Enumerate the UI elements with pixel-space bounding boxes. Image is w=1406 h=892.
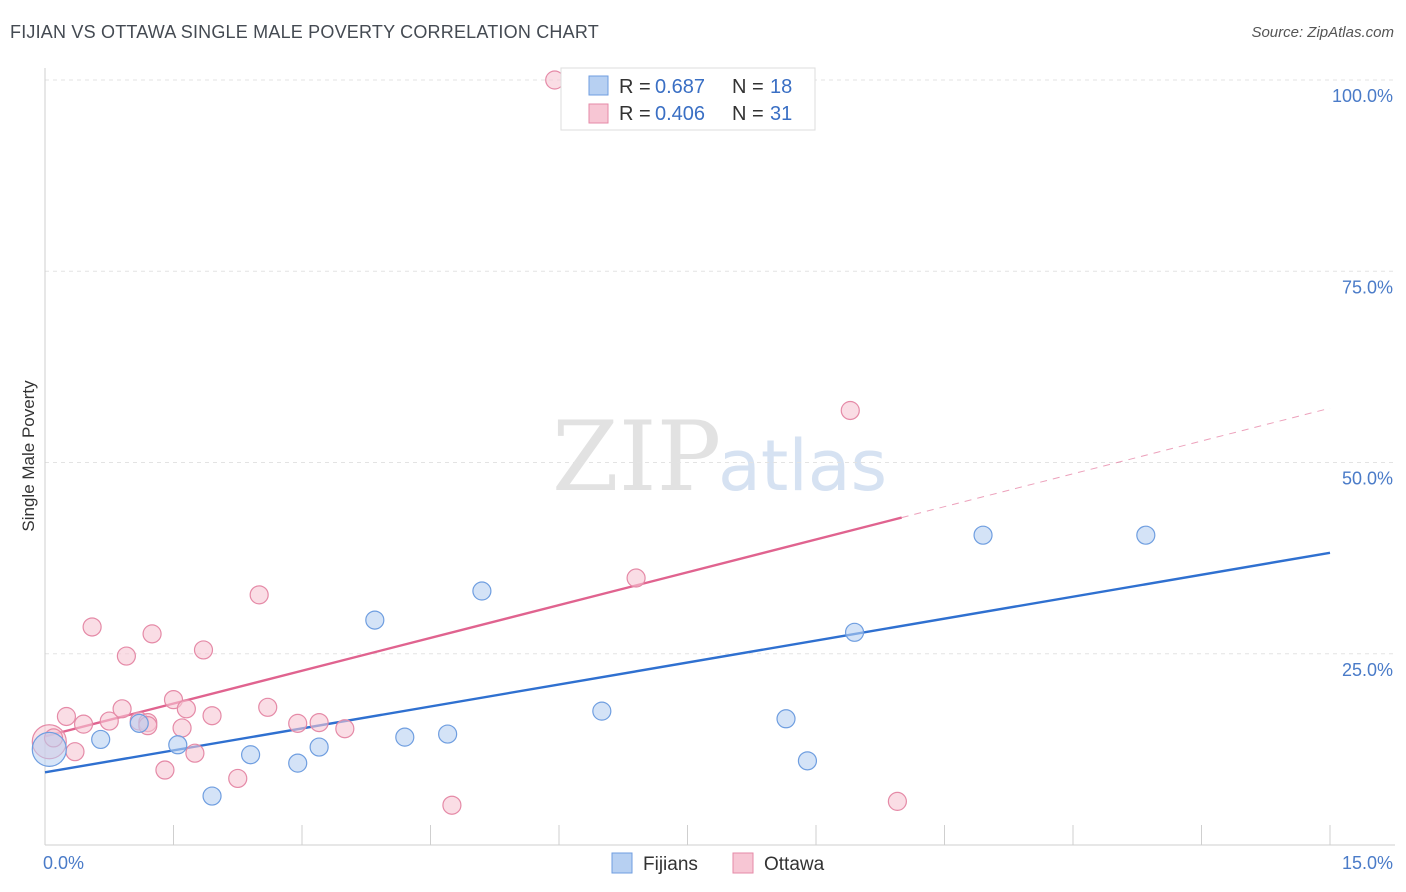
fijians-point — [797, 751, 818, 771]
watermark-zip: ZIP — [552, 401, 721, 513]
legend-r-label-ottawa: R = — [619, 103, 651, 125]
ottawa-point — [335, 719, 355, 739]
series-swatch-ottawa — [732, 852, 754, 874]
ottawa-point — [73, 714, 94, 734]
series-legend: Fijians Ottawa — [611, 852, 825, 875]
fijians-point — [1136, 525, 1156, 545]
ottawa-point — [65, 742, 85, 762]
ottawa-point — [193, 640, 214, 660]
ottawa-point — [840, 400, 860, 421]
fijians-point — [31, 731, 67, 767]
legend-swatch-ottawa — [588, 103, 609, 124]
y-tick-label-75: 75.0% — [1342, 277, 1393, 297]
watermark: ZIP atlas — [552, 401, 887, 513]
ottawa-point — [82, 617, 102, 637]
fijians-points — [31, 525, 1156, 806]
fijians-point — [168, 735, 188, 755]
ottawa-point — [176, 699, 196, 719]
series-swatch-fijians — [611, 852, 633, 874]
y-tick-label-25: 25.0% — [1342, 660, 1393, 680]
ottawa-point — [142, 624, 162, 644]
gridlines — [45, 79, 1395, 655]
ottawa-point — [228, 768, 248, 789]
fijians-point — [91, 729, 111, 750]
ottawa-point — [155, 760, 175, 780]
correlation-legend: R = 0.687 N = 18 R = 0.406 N = 31 — [560, 67, 816, 131]
fijians-point — [241, 745, 261, 765]
ottawa-point — [288, 713, 308, 733]
source-label: Source: ZipAtlas.com — [1251, 24, 1394, 41]
fijians-point — [129, 713, 149, 733]
fijians-point — [288, 753, 308, 773]
ottawa-point — [626, 568, 646, 588]
legend-n-label-ottawa: N = — [732, 103, 764, 125]
ottawa-point — [202, 706, 222, 726]
legend-r-value-ottawa: 0.406 — [655, 103, 705, 125]
fijians-point — [365, 610, 385, 630]
fijians-point — [395, 727, 415, 747]
x-tick-label-min: 0.0% — [43, 853, 84, 873]
legend-n-value-ottawa: 31 — [770, 103, 792, 125]
legend-n-label-fijians: N = — [732, 76, 764, 98]
ottawa-point — [309, 712, 329, 733]
watermark-atlas: atlas — [718, 425, 887, 507]
fijians-point — [776, 709, 796, 729]
ottawa-point — [116, 646, 136, 666]
fijians-point — [844, 622, 865, 642]
fijians-point — [472, 581, 492, 601]
fijians-point — [202, 786, 222, 806]
fijians-point — [592, 701, 612, 721]
ottawa-point — [172, 718, 192, 738]
fijians-trend-line — [44, 551, 1331, 774]
legend-n-value-fijians: 18 — [770, 76, 792, 98]
fijians-point — [973, 525, 993, 545]
ottawa-point — [887, 791, 907, 811]
series-label-ottawa: Ottawa — [764, 854, 825, 875]
y-axis-tick-labels: 25.0% 50.0% 75.0% 100.0% — [1332, 86, 1393, 680]
ottawa-point — [185, 743, 205, 763]
series-label-fijians: Fijians — [643, 854, 698, 875]
y-tick-label-100: 100.0% — [1332, 86, 1393, 106]
ottawa-point — [112, 699, 132, 719]
x-tick-label-max: 15.0% — [1342, 853, 1393, 873]
axes — [44, 68, 1395, 846]
legend-swatch-fijians — [588, 75, 609, 96]
legend-r-label-fijians: R = — [619, 76, 651, 98]
ottawa-point — [99, 711, 119, 731]
ottawa-point — [442, 795, 462, 815]
ottawa-trend-extension — [901, 407, 1331, 519]
fijians-point — [309, 737, 329, 757]
fijians-point — [438, 724, 458, 744]
legend-r-value-fijians: 0.687 — [655, 76, 705, 98]
ottawa-point — [56, 706, 77, 727]
y-axis-label: Single Male Poverty — [19, 380, 38, 532]
ottawa-point — [258, 697, 278, 717]
x-axis-ticks — [44, 825, 1331, 845]
y-tick-label-50: 50.0% — [1342, 469, 1393, 489]
ottawa-point — [249, 585, 269, 605]
chart-title: FIJIAN VS OTTAWA SINGLE MALE POVERTY COR… — [10, 22, 599, 42]
